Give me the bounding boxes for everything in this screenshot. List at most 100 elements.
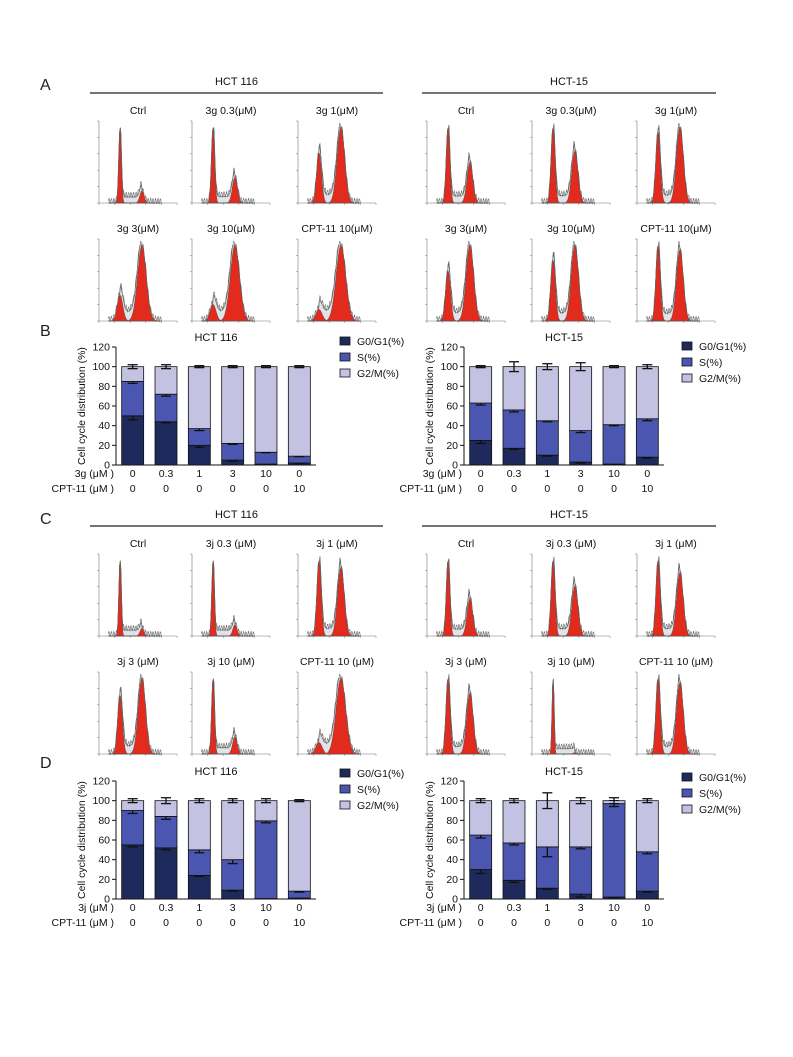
y-tick-label: 100 [440,361,458,373]
bar-segment [569,366,593,431]
hist-raw-trace [541,240,595,323]
legend-label: G2/M(%) [357,368,399,380]
hist-label: Ctrl [458,538,474,550]
legend-label: G0/G1(%) [699,772,746,784]
hist-s-phase-fill [201,560,255,637]
bar-segment [602,424,626,465]
flow-group-title: HCT-15 [550,76,588,88]
legend-swatch [681,804,693,814]
treatment-value: 0 [296,902,302,914]
bar-segment [187,444,211,466]
hist-g2-peak [201,736,255,755]
bar-segment [502,800,526,844]
y-tick-label: 80 [446,381,458,393]
flow-histogram [635,553,716,638]
y-tick-label: 60 [98,835,110,847]
legend-label: G0/G1(%) [357,768,404,780]
y-tick-label: 40 [446,854,458,866]
legend-label: S(%) [357,352,380,364]
y-tick-label: 120 [440,776,458,788]
treatment-value: 0 [511,483,517,495]
legend-label: S(%) [357,784,380,796]
flow-histogram [97,671,178,756]
legend-label: G2/M(%) [357,800,399,812]
hist-label: 3g 0.3(μM) [546,105,597,117]
treatment-value: 10 [608,468,620,480]
legend-swatch [339,768,351,778]
legend-swatch [681,772,693,782]
treatment-value: 0 [130,468,136,480]
hist-g1-peak [108,128,162,204]
legend-swatch [681,341,693,351]
flow-histogram [97,238,178,323]
hist-label: 3j 10 (μM) [207,656,254,668]
treatment-value: 0 [544,917,550,929]
hist-label: Ctrl [130,538,146,550]
hist-s-phase-fill [201,127,255,204]
treatment-value: 0 [263,483,269,495]
hist-raw-trace [108,673,162,756]
treatment-value: 1 [196,902,202,914]
hist-s-phase-fill [108,560,162,637]
hist-label: 3g 10(μM) [207,223,255,235]
bar-segment [287,366,311,457]
bar-segment [502,842,526,881]
hist-label: 3j 10 (μM) [547,656,594,668]
treatment-value: 0 [611,917,617,929]
bar-segment [569,430,593,463]
treatment-value: 0 [644,468,650,480]
hist-raw-trace [201,678,255,756]
bar-segment [221,442,245,461]
treatment-row-label: CPT-11 (μM ) [52,917,114,929]
treatment-value: 10 [608,902,620,914]
chart-b-hct116: HCT 116 Cell cycle distribution (%) 0 20 40 6… [52,332,405,495]
panel-label-c: C [40,511,52,528]
chart-title: HCT-15 [545,332,583,344]
hist-g2-peak [108,245,162,322]
bar-segment [254,366,278,453]
flow-histogram [296,120,377,205]
treatment-value: 10 [260,468,272,480]
legend-swatch [339,784,351,794]
hist-raw-trace [108,240,162,323]
bar-segment [121,810,145,846]
treatment-value: 0.3 [159,902,174,914]
treatment-value: 10 [641,917,653,929]
hist-raw-trace [307,556,361,638]
flow-histogram [296,671,377,756]
hist-g2-peak [646,572,700,637]
y-tick-label: 40 [98,420,110,432]
hist-label: 3g 0.3(μM) [206,105,257,117]
treatment-value: 0 [130,483,136,495]
treatment-row-label: 3j (μM ) [78,902,114,914]
y-tick-label: 20 [98,440,110,452]
panel-label-b: B [40,323,51,340]
hist-g1-peak [201,561,255,637]
bar-segment [187,849,211,876]
hist-raw-trace [201,127,255,205]
hist-g2-peak [541,585,595,637]
chart-title: HCT-15 [545,766,583,778]
treatment-value: 10 [260,902,272,914]
hist-g2-peak [646,127,700,204]
flow-histogram [425,671,506,756]
y-tick-label: 40 [446,420,458,432]
treatment-value: 10 [293,483,305,495]
hist-label: 3g 3(μM) [117,223,159,235]
bar-segment [635,851,659,892]
legend-swatch [339,368,351,378]
hist-raw-trace [307,240,361,323]
y-axis-label: Cell cycle distribution (%) [76,781,88,899]
treatment-row-label: CPT-11 (μM ) [400,483,462,495]
flow-histogram [425,120,506,205]
y-tick-label: 80 [98,381,110,393]
hist-g2-peak [646,682,700,755]
legend-swatch [339,800,351,810]
y-tick-label: 0 [452,460,458,472]
treatment-value: 10 [641,483,653,495]
bar-segment [535,420,559,456]
y-tick-label: 20 [446,440,458,452]
hist-label: CPT-11 10(μM) [301,223,372,235]
bar-segment [287,800,311,892]
